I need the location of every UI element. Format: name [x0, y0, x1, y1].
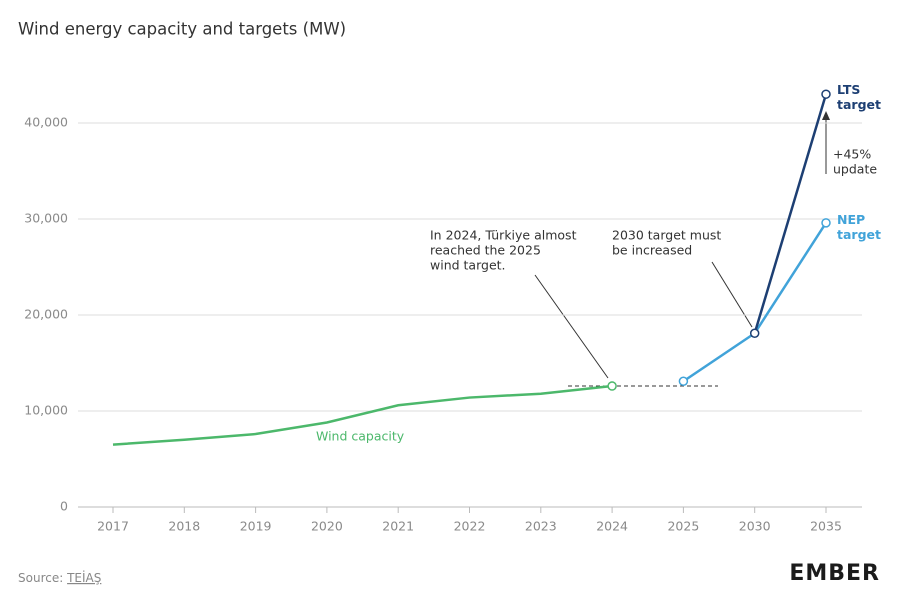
- chart-subtitle: Wind energy capacity and targets (MW): [18, 20, 346, 39]
- x-tick-label: 2017: [97, 519, 129, 534]
- point: [821, 218, 831, 228]
- x-tick-label: 2025: [667, 519, 699, 534]
- leader-line: [711, 261, 753, 328]
- logo: EMBER: [789, 561, 880, 586]
- x-tick-label: 2035: [810, 519, 842, 534]
- y-tick-label: 40,000: [24, 115, 68, 130]
- point: [607, 381, 617, 391]
- x-tick-label: 2019: [240, 519, 272, 534]
- series-label: NEP target: [837, 212, 881, 242]
- arrow-head: [822, 111, 830, 120]
- source-prefix: Source:: [18, 571, 67, 585]
- annotation: be increased: [612, 243, 692, 258]
- x-tick-label: 2022: [454, 519, 486, 534]
- x-tick-label: 2030: [739, 519, 771, 534]
- y-tick-label: 0: [60, 499, 68, 514]
- y-tick-label: 20,000: [24, 307, 68, 322]
- leader-line: [534, 274, 609, 379]
- x-tick-label: 2018: [168, 519, 200, 534]
- series-line: [682, 222, 828, 383]
- annotation: 2030 target must: [612, 228, 721, 243]
- y-tick-label: 30,000: [24, 211, 68, 226]
- annotation: update: [833, 162, 877, 177]
- series-label: LTS target: [837, 82, 881, 112]
- annotation: wind target.: [430, 258, 506, 273]
- series-line: [753, 93, 828, 334]
- annotation: In 2024, Türkiye almost: [430, 228, 577, 243]
- x-tick-label: 2023: [525, 519, 557, 534]
- source-link[interactable]: TEİAŞ: [66, 570, 101, 585]
- point: [749, 328, 760, 338]
- series-label: Wind capacity: [316, 429, 405, 444]
- x-tick-label: 2024: [596, 519, 628, 534]
- source: Source: TEİAŞ: [18, 570, 101, 585]
- annotation: +45%: [833, 147, 871, 162]
- series-line: [112, 384, 613, 446]
- x-tick-label: 2021: [382, 519, 414, 534]
- point: [678, 376, 689, 386]
- annotation: reached the 2025: [430, 243, 541, 258]
- x-tick-label: 2020: [311, 519, 343, 534]
- point: [821, 89, 831, 99]
- y-tick-label: 10,000: [24, 403, 68, 418]
